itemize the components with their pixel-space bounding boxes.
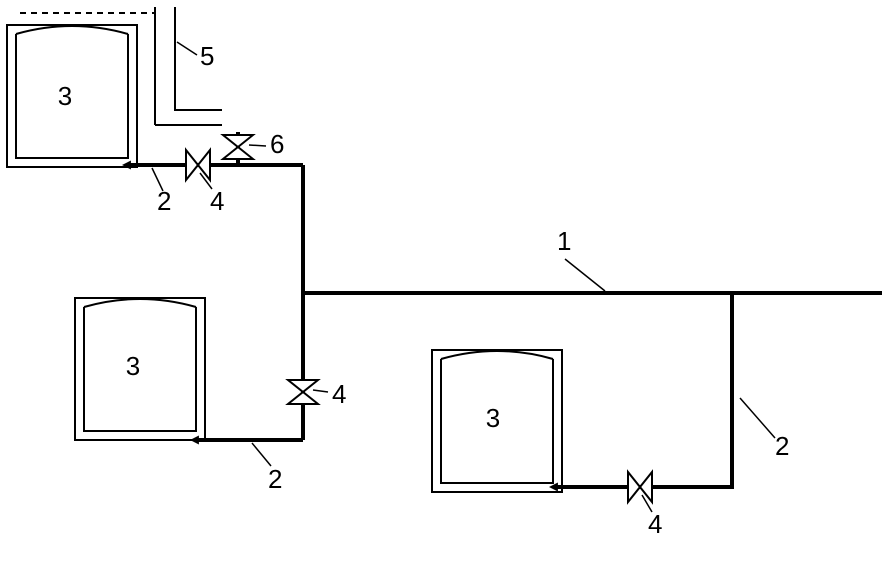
label-2-mid-leader — [252, 443, 271, 466]
label-2-mid: 2 — [268, 464, 282, 494]
pipe-branch-right — [565, 293, 732, 487]
label-6-leader — [249, 145, 266, 146]
label-6: 6 — [270, 129, 284, 159]
label-4-mid-leader — [313, 390, 328, 392]
label-3-0: 3 — [58, 81, 72, 111]
label-2-right: 2 — [775, 431, 789, 461]
label-3-1: 3 — [126, 351, 140, 381]
label-4-mid: 4 — [332, 379, 346, 409]
label-4-right: 4 — [648, 509, 662, 539]
label-4-top: 4 — [210, 186, 224, 216]
label-2-top: 2 — [157, 186, 171, 216]
valve-4-mid — [288, 380, 318, 404]
label-2-right-leader — [740, 398, 775, 438]
label-1-leader — [565, 259, 605, 291]
valve-4-top — [186, 150, 210, 180]
label-5-leader — [177, 42, 197, 55]
valve-6 — [223, 135, 253, 159]
label-1: 1 — [557, 226, 571, 256]
valve-4-right — [628, 472, 652, 502]
label-5: 5 — [200, 41, 214, 71]
label-3-2: 3 — [486, 403, 500, 433]
